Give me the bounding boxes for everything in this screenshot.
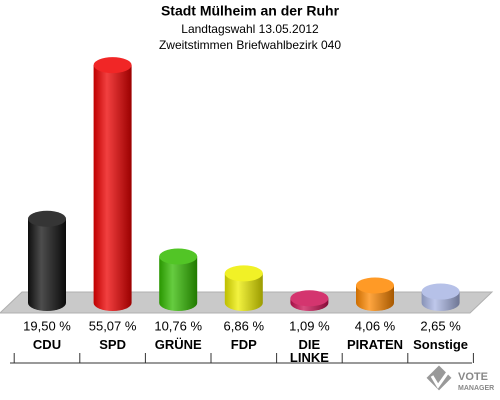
value-label: 2,65 % [420, 318, 461, 333]
bar-top [290, 290, 329, 307]
category-label: FDP [230, 337, 257, 352]
bar [159, 256, 198, 311]
bar-top [93, 57, 132, 74]
category-label: CDU [32, 337, 62, 352]
chart-title: Stadt Mülheim an der Ruhr [161, 3, 340, 19]
category-label: Sonstige [413, 337, 469, 352]
category-label: DIE LINKE [289, 337, 329, 365]
logo: VOTE MANAGER [426, 365, 494, 392]
chart-subtitle: Landtagswahl 13.05.2012 [181, 22, 319, 36]
bar-top [356, 277, 394, 294]
value-label: 6,86 % [224, 318, 265, 333]
bar-top [224, 265, 263, 282]
value-label: 55,07 % [89, 318, 137, 333]
bar-top [28, 210, 66, 227]
logo-text: MANAGER [458, 385, 494, 392]
value-label: 19,50 % [23, 318, 71, 333]
bar [224, 273, 263, 311]
category-label: SPD [99, 337, 126, 352]
bar [28, 218, 66, 311]
category-label: GRÜNE [154, 337, 202, 352]
category-label: PIRATEN [346, 337, 404, 352]
value-label: 1,09 % [289, 318, 330, 333]
bar-top [421, 283, 460, 300]
value-label: 4,06 % [355, 318, 396, 333]
bar [93, 65, 132, 312]
bar-top [159, 248, 198, 265]
logo-text: VOTE [458, 371, 488, 383]
chart-subtitle: Zweitstimmen Briefwahlbezirk 040 [159, 38, 341, 52]
value-label: 10,76 % [154, 318, 202, 333]
